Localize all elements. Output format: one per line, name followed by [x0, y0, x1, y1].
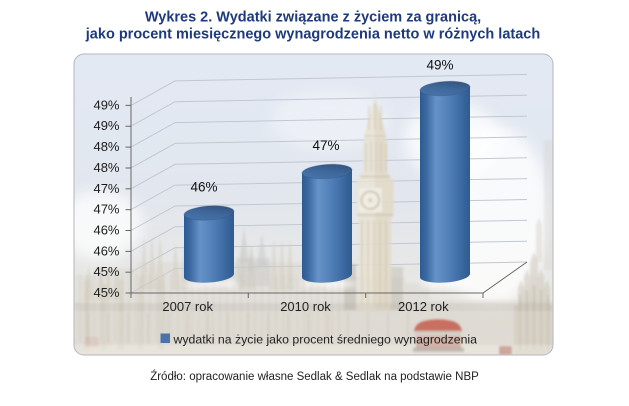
svg-text:48%: 48%: [93, 160, 119, 175]
svg-text:49%: 49%: [93, 97, 119, 112]
svg-text:46%: 46%: [190, 180, 217, 195]
svg-text:47%: 47%: [312, 138, 339, 153]
svg-text:jako procent miesięcznego wyna: jako procent miesięcznego wynagrodzenia …: [85, 27, 540, 43]
svg-text:wydatki na życie jako procent: wydatki na życie jako procent średniego …: [173, 333, 478, 347]
svg-text:2007 rok: 2007 rok: [162, 299, 213, 314]
svg-text:47%: 47%: [93, 181, 119, 196]
svg-text:2010 rok: 2010 rok: [280, 299, 331, 314]
svg-text:49%: 49%: [426, 58, 453, 73]
svg-text:48%: 48%: [93, 139, 119, 154]
svg-text:46%: 46%: [93, 243, 119, 258]
svg-text:Wykres 2. Wydatki związane z ż: Wykres 2. Wydatki związane z życiem za g…: [145, 10, 481, 26]
svg-text:45%: 45%: [93, 285, 119, 300]
svg-text:Źródło: opracowanie własne Sed: Źródło: opracowanie własne Sedlak & Sedl…: [150, 370, 479, 383]
svg-text:49%: 49%: [93, 118, 119, 133]
svg-text:47%: 47%: [93, 202, 119, 217]
svg-text:45%: 45%: [93, 264, 119, 279]
svg-text:2012 rok: 2012 rok: [398, 299, 449, 314]
svg-text:46%: 46%: [93, 223, 119, 238]
